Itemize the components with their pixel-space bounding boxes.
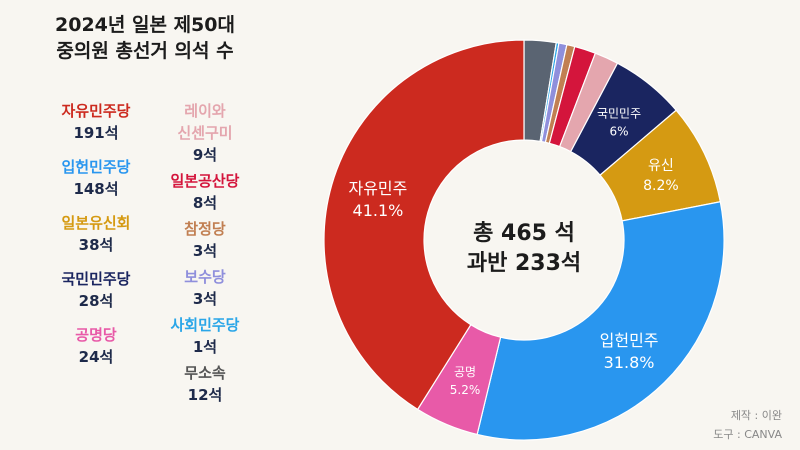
legend-seats: 38석	[78, 236, 114, 254]
legend-name: 일본공산당	[170, 172, 240, 190]
legend-seats: 191석	[73, 124, 119, 142]
legend-seats: 9석	[192, 146, 218, 164]
legend-seats: 148석	[73, 180, 119, 198]
credit-tool: 도구 : CANVA	[713, 428, 782, 441]
legend-name: 국민민주당	[61, 270, 131, 288]
legend-name: 참정당	[184, 220, 226, 238]
slice-label-9: 공명	[454, 365, 476, 379]
slice-pct-7: 8.2%	[643, 178, 679, 194]
legend-item-independent: 무소속 12석	[145, 362, 265, 406]
slice-10	[323, 39, 525, 411]
legend-name: 레이와	[184, 102, 226, 120]
slice-pct-8: 31.8%	[604, 353, 655, 372]
legend-item-cdp: 입헌민주당 148석	[36, 156, 156, 200]
legend-right: 레이와 신센구미 9석 일본공산당 8석 참정당 3석 보수당 3석 사회민주당…	[145, 100, 265, 410]
legend-name: 자유민주당	[61, 102, 131, 120]
legend-item-ishin: 일본유신회 38석	[36, 212, 156, 256]
slice-label-8: 입헌민주	[600, 331, 659, 350]
slice-pct-6: 6%	[610, 124, 629, 138]
legend-name: 입헌민주당	[61, 158, 131, 176]
slice-label-6: 국민민주	[597, 106, 641, 120]
legend-name-line2: 신센구미	[177, 124, 233, 142]
legend-item-ldp: 자유민주당 191석	[36, 100, 156, 144]
slice-pct-10: 41.1%	[353, 201, 404, 220]
center-majority: 과반 233석	[467, 251, 581, 276]
chart-title: 2024년 일본 제50대 중의원 총선거 의석 수	[30, 12, 260, 64]
legend-left: 자유민주당 191석 입헌민주당 148석 일본유신회 38석 국민민주당 28…	[36, 100, 156, 380]
legend-item-conservative: 보수당 3석	[145, 266, 265, 310]
slice-label-10: 자유민주	[348, 179, 407, 198]
legend-seats: 24석	[78, 348, 114, 366]
legend-seats: 12석	[187, 386, 223, 404]
legend-name: 일본유신회	[61, 214, 131, 232]
donut-labels: 국민민주 6% 유신 8.2% 입헌민주 31.8% 공명 5.2% 자유민주 41.1%	[348, 106, 678, 397]
slice-label-7: 유신	[648, 158, 674, 174]
donut-slices	[323, 39, 725, 441]
title-line-1: 2024년 일본 제50대	[55, 14, 235, 36]
legend-name: 공명당	[75, 326, 117, 344]
donut-chart: 국민민주 6% 유신 8.2% 입헌민주 31.8% 공명 5.2% 자유민주 41.1% 총 4…	[323, 39, 725, 441]
legend-seats: 8석	[192, 194, 218, 212]
legend-seats: 28석	[78, 292, 114, 310]
slice-8	[476, 201, 725, 441]
credit-maker: 제작 : 이완	[730, 409, 782, 422]
legend-name: 보수당	[184, 268, 226, 286]
legend-item-dpp: 국민민주당 28석	[36, 268, 156, 312]
legend-seats: 3석	[192, 242, 218, 260]
title-line-2: 중의원 총선거 의석 수	[56, 40, 234, 62]
slice-pct-9: 5.2%	[450, 383, 481, 397]
center-total: 총 465 석	[473, 221, 575, 246]
legend-item-komeito: 공명당 24석	[36, 324, 156, 368]
legend-item-sanseito: 참정당 3석	[145, 218, 265, 262]
legend-item-reiwa: 레이와 신센구미 9석	[145, 100, 265, 166]
legend-item-sdp: 사회민주당 1석	[145, 314, 265, 358]
legend-name: 무소속	[184, 364, 226, 382]
legend-seats: 1석	[192, 338, 218, 356]
legend-name: 사회민주당	[170, 316, 240, 334]
legend-seats: 3석	[192, 290, 218, 308]
legend-item-jcp: 일본공산당 8석	[145, 170, 265, 214]
